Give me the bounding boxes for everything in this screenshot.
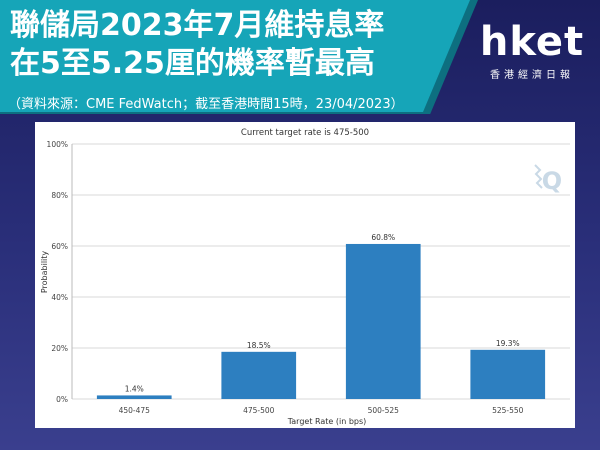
headline-line-2: 在5至5.25厘的機率暫最高: [10, 46, 375, 81]
source-note: （資料來源：CME FedWatch；截至香港時間15時，23/04/2023）: [8, 97, 404, 112]
y-tick-label: 80%: [51, 191, 68, 200]
y-tick-labels: 0% 20% 40% 60% 80% 100%: [47, 140, 68, 404]
y-tick-label: 40%: [51, 293, 68, 302]
bar-value-label: 1.4%: [125, 384, 144, 393]
y-tick-label: 60%: [51, 242, 68, 251]
bar-500-525: [345, 243, 421, 399]
bar-value-label: 60.8%: [371, 233, 395, 242]
x-tick-label: 525-550: [492, 406, 524, 415]
chart-title: Current target rate is 475-500: [241, 128, 369, 138]
svg-text:Q: Q: [542, 167, 562, 195]
bar-450-475: [96, 395, 172, 399]
x-tick-label: 450-475: [119, 406, 151, 415]
x-tick-label: 500-525: [368, 406, 400, 415]
logo-mark: hket: [479, 19, 585, 65]
logo-subtitle: 香港經濟日報: [490, 70, 574, 81]
chart-panel: 0% 20% 40% 60% 80% 100% 1.4% 18.5% 60.8% 19.3% 4…: [35, 122, 575, 428]
bar-value-label: 18.5%: [247, 341, 271, 350]
chart-bars: 1.4% 18.5% 60.8% 19.3%: [96, 233, 546, 399]
bar-value-label: 19.3%: [496, 339, 520, 348]
y-tick-label: 0%: [56, 395, 68, 404]
x-axis-label: Target Rate (in bps): [287, 417, 367, 426]
bar-475-500: [221, 351, 297, 399]
x-tick-labels: 450-475 475-500 500-525 525-550: [119, 406, 524, 415]
title-banner: [0, 0, 470, 112]
bar-525-550: [470, 349, 546, 399]
watermark-icon: Q: [534, 164, 562, 195]
y-tick-label: 100%: [47, 140, 68, 149]
x-tick-label: 475-500: [243, 406, 275, 415]
bar-chart: 0% 20% 40% 60% 80% 100% 1.4% 18.5% 60.8% 19.3% 4…: [40, 128, 570, 426]
headline-line-1: 聯儲局2023年7月維持息率: [10, 8, 385, 43]
y-tick-label: 20%: [51, 344, 68, 353]
y-axis-label: Probability: [40, 251, 49, 294]
hket-logo: hket 香港經濟日報: [476, 20, 588, 81]
